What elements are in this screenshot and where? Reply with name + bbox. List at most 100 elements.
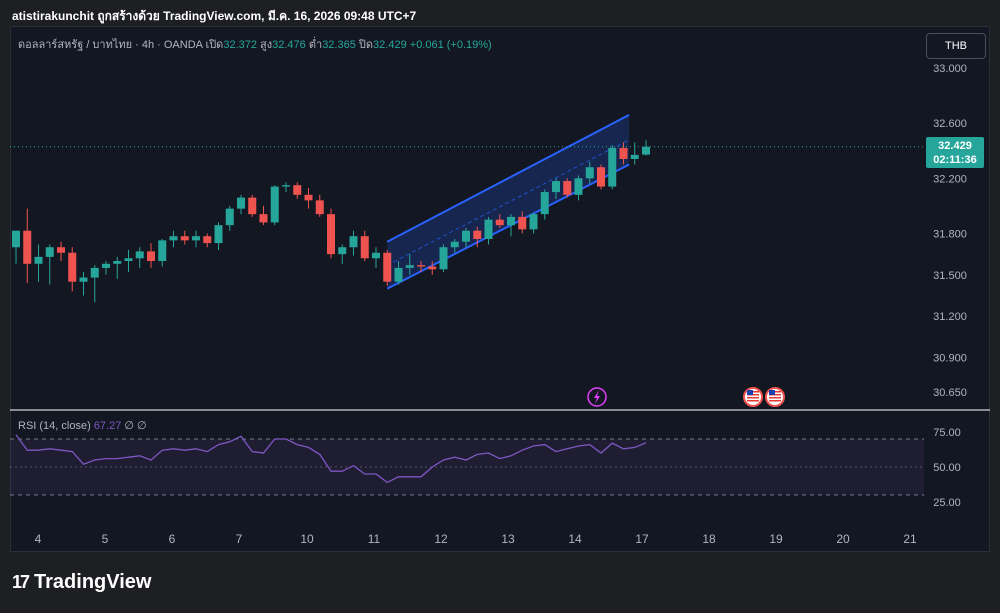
candle-body [147,251,155,262]
candle-body [68,252,77,282]
rsi-legend: RSI (14, close) 67.27 ∅ ∅ [18,419,147,432]
candle-body [45,247,54,257]
candle-body [439,247,448,270]
candle-body [304,194,313,201]
y-axis-tick-label: 32.600 [933,118,967,130]
candle-body [462,230,470,242]
candle-body [372,252,380,259]
x-axis-tick-label: 11 [368,532,381,546]
candle-body [597,167,605,187]
chart-frame [10,26,990,552]
last-price-tag: 32.429 02:11:36 [926,137,984,168]
candle-body [450,241,459,248]
candle-body [237,197,245,209]
candle-body [540,192,549,215]
candle-body [405,265,414,268]
high-value: 32.476 [272,39,306,51]
x-axis-tick-label: 7 [236,532,243,546]
candle-body [124,258,133,262]
candle-body [574,178,583,195]
x-axis-tick-label: 5 [102,532,109,546]
candle-body [585,167,594,179]
y-axis-tick-label: 31.500 [933,270,967,282]
x-axis-tick-label: 20 [836,532,850,546]
candle-body [102,263,110,268]
flag-stripe [747,397,759,399]
low-value: 32.365 [322,39,356,51]
rsi-line [15,434,647,484]
channel-upper-line [386,113,630,243]
candle-body [90,267,99,278]
candle-body [394,267,403,282]
symbol-description: ดอลลาร์สหรัฐ / บาทไทย · 4h · OANDA [18,39,203,51]
candle-body [158,240,167,262]
candle-body [113,261,122,264]
y-axis-tick-label: 31.200 [933,311,967,323]
x-axis-tick-label: 14 [568,532,582,546]
candle-body [495,219,504,226]
rsi-axis-tick-label: 50.00 [933,462,961,474]
close-label: ปิด [358,39,374,51]
candle-body [79,277,88,282]
candle-body [12,230,20,248]
open-value: 32.372 [223,39,257,51]
candle-body [315,200,324,215]
channel-mid-line [387,139,630,266]
x-axis-tick-label: 19 [769,532,783,546]
candle-body [214,225,223,244]
channel-lower-line [386,163,630,290]
y-axis-tick-label: 30.650 [933,387,967,399]
candle-body [473,230,482,239]
candle-body [270,186,279,223]
tradingview-logo-text: TradingView [34,571,152,593]
candle-body [563,181,572,195]
channel-fill [387,114,630,289]
candle-body [23,230,32,264]
y-axis-tick-label: 30.900 [933,353,967,365]
close-value: 32.429 [373,39,407,51]
rsi-axis-tick-label: 75.00 [933,427,961,439]
y-axis-tick-label: 33.000 [933,63,967,75]
x-axis-tick-label: 17 [635,532,649,546]
rsi-extra: ∅ ∅ [124,420,147,432]
tradingview-logo: 17 TradingView [12,571,151,594]
lightning-bolt [594,390,600,404]
candle-body [135,251,144,259]
rsi-axis-tick-label: 25.00 [933,497,961,509]
currency-button[interactable]: THB [926,33,986,59]
candle-body [180,236,189,241]
x-axis-tick-label: 10 [300,532,314,546]
candle-body [360,236,369,259]
x-axis-tick-label: 6 [169,532,176,546]
x-axis-tick-label: 21 [903,532,917,546]
open-label: เปิด [205,39,224,51]
bar-countdown: 02:11:36 [933,154,977,166]
x-axis-tick-label: 4 [35,532,42,546]
candle-body [608,147,617,187]
candle-body [383,252,392,282]
candle-body [417,265,425,267]
y-axis-tick-label: 32.200 [933,173,967,185]
x-axis-tick-label: 13 [501,532,515,546]
rsi-value: 67.27 [93,420,122,432]
candle-body [203,236,212,244]
candle-body [552,181,560,193]
candle-body [57,247,65,253]
tradingview-logo-icon: 17 [12,572,30,592]
candle-body [34,256,43,264]
snapshot-header: atistirakunchit ถูกสร้างด้วย TradingView… [12,9,417,23]
x-axis-tick-label: 18 [702,532,716,546]
x-axis-tick-label: 12 [434,532,448,546]
us-flag-icon [765,387,785,407]
lightning-icon [587,387,607,407]
flag-stripe [769,400,781,402]
candle-body [327,214,335,255]
high-label: สูง [260,39,273,51]
candle-body [619,147,628,159]
candle-body [169,236,178,241]
candle-body [259,214,268,223]
us-flag-icon [743,387,763,407]
candle-body [192,236,200,241]
candle-body [630,154,639,159]
